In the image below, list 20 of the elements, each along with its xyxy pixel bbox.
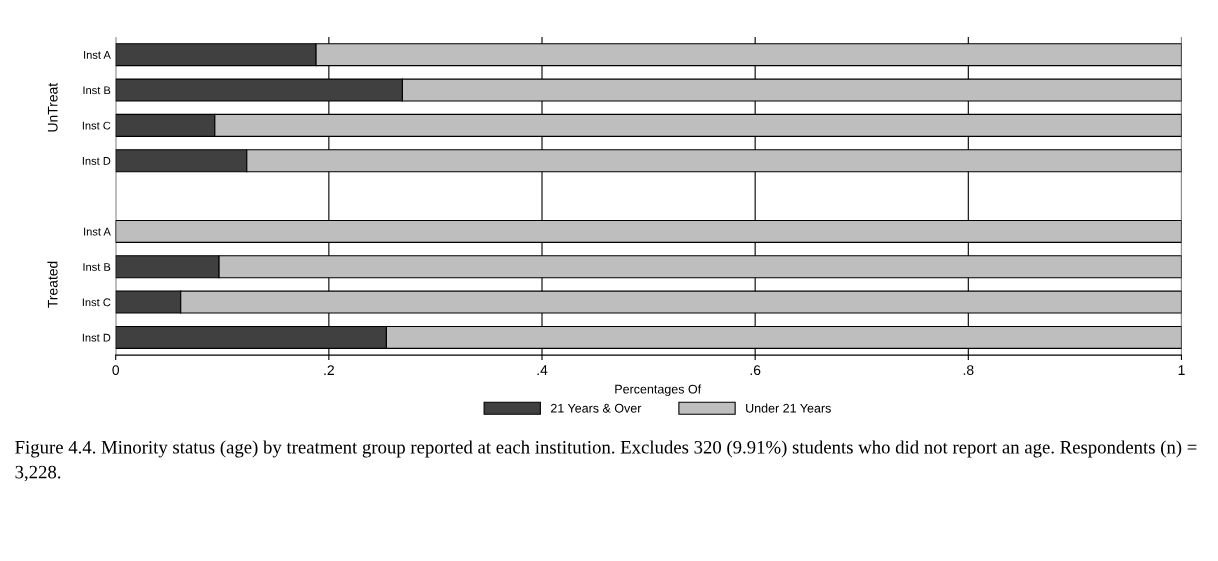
text: UnTreat [47,82,58,132]
y-tick-label: Inst A [84,51,111,59]
x-tick-label: .2 [324,365,334,375]
x-tick-label: 0 [112,365,120,376]
x-tick-label: .4 [537,365,548,375]
caption: Figure 4.4. Minority status (age) by treatment group reported at each institution. Excludes 320 (9.91%) students who did not report an age. Respondents (n) = 3,228. [15,440,1197,482]
y-tick-label: Inst C [82,121,111,130]
y-tick-label: Inst D [82,157,111,165]
x-tick-label: .8 [963,365,974,376]
text: Treated [47,261,58,308]
y-tick-label: Inst B [83,86,111,95]
x-tick-label: 1 [1178,365,1185,375]
x-tick-label: .6 [750,365,761,376]
legend-label: Under 21 Years [746,403,831,413]
legend-title: Percentages Of [615,384,702,397]
legend-label: 21 Years & Over [550,403,642,413]
y-tick-label: Inst B [83,263,111,271]
y-tick-label: Inst C [82,298,111,307]
y-tick-label: Inst A [84,227,111,236]
y-tick-label: Inst D [82,333,111,342]
